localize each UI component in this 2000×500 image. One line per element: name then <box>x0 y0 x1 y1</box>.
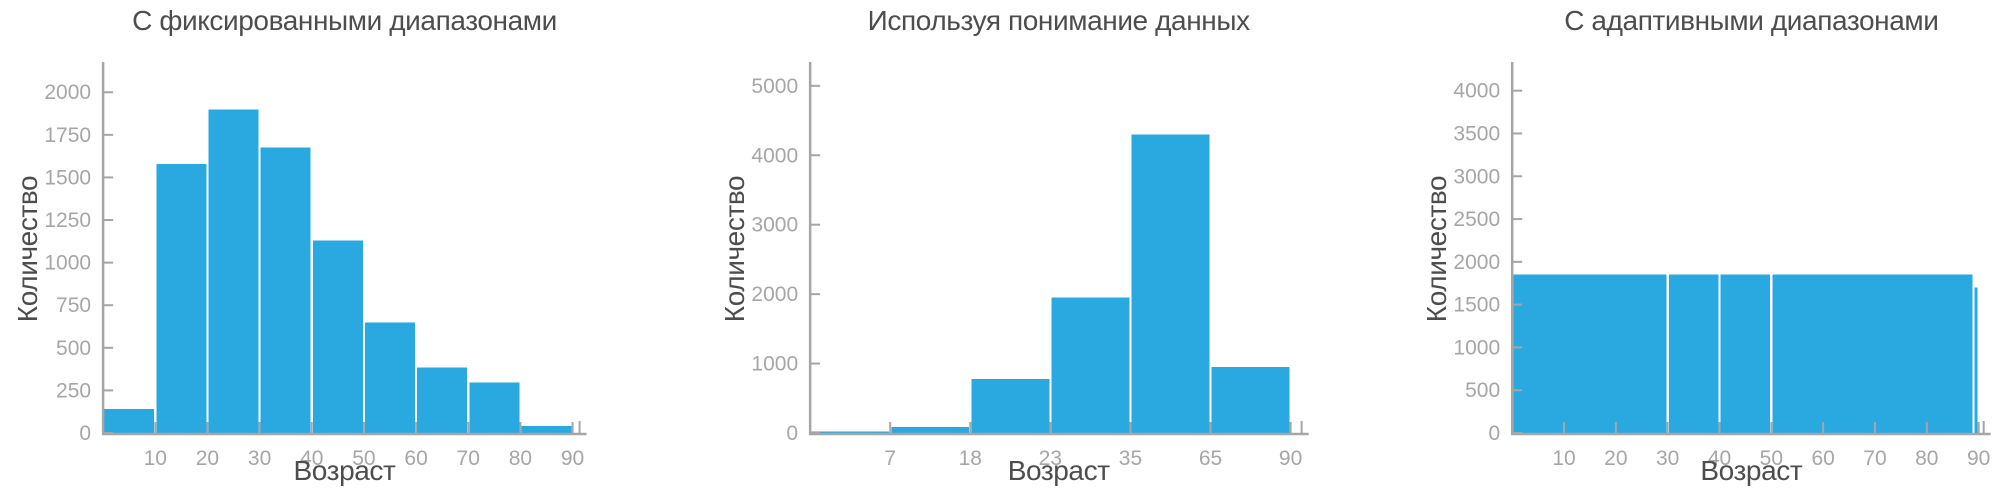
y-tick-label: 2000 <box>751 283 798 306</box>
x-tick-label: 35 <box>1118 447 1141 470</box>
y-axis-label: Количество <box>718 175 750 323</box>
x-tick-label: 30 <box>248 447 271 470</box>
histogram-bar <box>810 431 889 433</box>
x-tick-label: 18 <box>958 447 981 470</box>
histogram-bar <box>312 240 363 433</box>
histogram-bar <box>156 163 207 433</box>
y-tick-label: 1750 <box>44 124 91 147</box>
histogram-bar <box>260 147 311 433</box>
histogram-bar <box>1513 274 1667 433</box>
x-tick-label: 20 <box>196 447 219 470</box>
y-tick-label: 4000 <box>751 144 798 167</box>
y-tick-label: 3000 <box>1454 165 1501 188</box>
y-tick-label: 500 <box>56 337 91 360</box>
histogram-svg: 7 18 23 35 65 90 0 1000 2000 3000 4000 5000 <box>751 62 1309 470</box>
histogram-bar <box>1669 274 1719 433</box>
histogram-bar <box>1772 274 1973 433</box>
y-tick-label: 0 <box>786 422 798 445</box>
histogram-bar <box>1131 134 1210 433</box>
histogram-bar <box>1974 287 1978 433</box>
y-tick-label: 750 <box>56 294 91 317</box>
x-tick-label: 60 <box>1812 447 1835 470</box>
x-tick-label: 10 <box>144 447 167 470</box>
y-tick-label: 3500 <box>1454 122 1501 145</box>
x-tick-label: 40 <box>300 447 323 470</box>
y-tick-label: 2000 <box>1454 251 1501 274</box>
chart-title: С фиксированными диапазонами <box>132 5 557 36</box>
histogram-bar <box>365 322 415 433</box>
histogram-bar <box>521 426 572 433</box>
y-tick-label: 2000 <box>44 81 91 104</box>
y-tick-label: 4000 <box>1454 80 1501 103</box>
y-tick-label: 2500 <box>1454 208 1501 231</box>
histogram-bar <box>469 382 520 433</box>
y-tick-label: 5000 <box>751 75 798 98</box>
y-tick-label: 1000 <box>751 353 798 376</box>
chart-title: С адаптивными диапазонами <box>1564 5 1939 36</box>
histogram-bar <box>971 378 1049 433</box>
x-tick-label: 23 <box>1038 447 1061 470</box>
histogram-svg: 10 20 30 40 50 60 70 80 90 0 250 500 750 1000 1250 1500… <box>44 62 587 470</box>
y-tick-label: 1500 <box>1454 294 1501 317</box>
y-tick-label: 1000 <box>44 252 91 275</box>
x-tick-label: 50 <box>352 447 375 470</box>
y-tick-label: 1000 <box>1454 336 1501 359</box>
y-tick-label: 0 <box>1489 422 1501 445</box>
y-axis-label: Количество <box>1421 175 1453 323</box>
y-tick-label: 500 <box>1465 379 1500 402</box>
x-axis-label: Возраст <box>293 455 396 486</box>
histogram-svg: 10 20 30 40 50 60 70 80 90 0 500 1000 1500 2000 2500 30… <box>1454 62 1992 470</box>
histogram-bar <box>208 109 259 434</box>
x-tick-label: 65 <box>1199 447 1222 470</box>
y-tick-label: 0 <box>79 422 91 445</box>
y-tick-label: 1250 <box>44 209 91 232</box>
histogram-bar <box>1211 367 1290 433</box>
histogram-bar <box>104 409 155 433</box>
x-axis-label: Возраст <box>1700 455 1803 486</box>
x-tick-label: 60 <box>404 447 427 470</box>
histogram-bar <box>890 426 969 433</box>
histogram-panel-fixed-ranges: 10 20 30 40 50 60 70 80 90 0 250 500 750 1000 1250 1500… <box>0 0 667 500</box>
x-tick-label: 90 <box>1279 447 1302 470</box>
x-tick-label: 80 <box>509 447 532 470</box>
x-tick-label: 70 <box>457 447 480 470</box>
x-tick-label: 90 <box>1967 447 1990 470</box>
x-axis-label: Возраст <box>1007 455 1110 486</box>
x-tick-label: 40 <box>1708 447 1731 470</box>
x-tick-label: 10 <box>1553 447 1576 470</box>
y-tick-label: 250 <box>56 379 91 402</box>
x-tick-label: 80 <box>1915 447 1938 470</box>
y-tick-label: 3000 <box>751 214 798 237</box>
histogram-bar <box>417 367 468 433</box>
histogram-bar <box>1051 297 1130 433</box>
histogram-panel-data-understanding: 7 18 23 35 65 90 0 1000 2000 3000 4000 5000 Использ… <box>667 0 1334 500</box>
x-tick-label: 20 <box>1604 447 1627 470</box>
x-tick-label: 70 <box>1864 447 1887 470</box>
x-tick-label: 30 <box>1656 447 1679 470</box>
histogram-panel-adaptive-ranges: 10 20 30 40 50 60 70 80 90 0 500 1000 1500 2000 2500 30… <box>1333 0 2000 500</box>
chart-title: Используя понимание данных <box>867 5 1250 36</box>
x-tick-label: 50 <box>1760 447 1783 470</box>
x-tick-label: 7 <box>884 447 896 470</box>
y-tick-label: 1500 <box>44 166 91 189</box>
x-tick-label: 90 <box>561 447 584 470</box>
histogram-bar <box>1720 274 1771 433</box>
y-axis-label: Количество <box>12 175 43 323</box>
